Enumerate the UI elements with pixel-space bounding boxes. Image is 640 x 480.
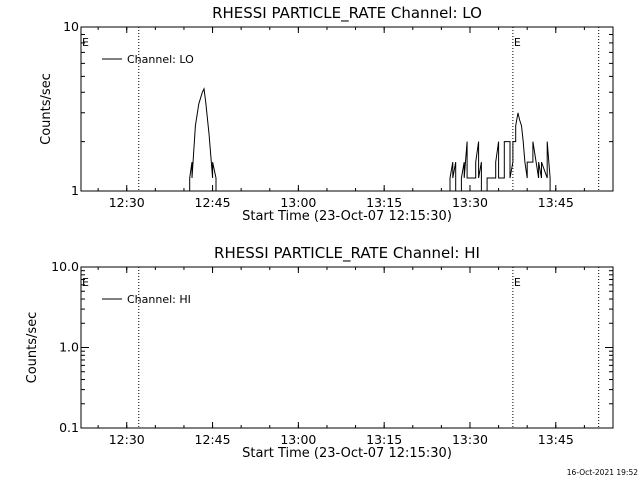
panel2-title: RHESSI PARTICLE_RATE Channel: HI <box>214 244 480 263</box>
panel1-edge-label: E <box>82 36 89 49</box>
panel2-x-tick-label: 12:30 <box>109 432 145 447</box>
panel1-x-tick-label: 13:45 <box>538 195 574 210</box>
timestamp: 16-Oct-2021 19:52 <box>566 468 638 477</box>
panel1-title: RHESSI PARTICLE_RATE Channel: LO <box>212 4 482 23</box>
panel2-y-tick-label: 0.1 <box>59 420 79 435</box>
panel1-x-tick-label: 12:45 <box>195 195 231 210</box>
panel1-y-tick-label: 10 <box>63 19 79 34</box>
panel2-edge-label: E <box>82 276 89 289</box>
panel2-y-tick-label: 10.0 <box>51 259 79 274</box>
panel1-x-tick-label: 13:30 <box>452 195 488 210</box>
panel2-legend-label: Channel: HI <box>127 293 191 306</box>
panel2-y-axis-label: Counts/sec <box>25 312 40 384</box>
panel2-x-tick-label: 13:00 <box>280 432 316 447</box>
panel2-plot-frame <box>80 266 614 429</box>
panel1-legend-label: Channel: LO <box>127 53 194 66</box>
panel2-y-tick-label: 1.0 <box>59 340 79 355</box>
panel1-x-tick-label: 12:30 <box>109 195 145 210</box>
panel1-y-tick-label: 1 <box>71 183 79 198</box>
panel2-x-tick-label: 13:15 <box>366 432 402 447</box>
panel2-x-tick-label: 12:45 <box>195 432 231 447</box>
panel1-x-tick-label: 13:00 <box>280 195 316 210</box>
panel2-x-axis-label: Start Time (23-Oct-07 12:15:30) <box>242 446 452 461</box>
panel2-x-tick-label: 13:45 <box>538 432 574 447</box>
panel2-x-tick-label: 13:30 <box>452 432 488 447</box>
panel2-marker-label: E <box>514 276 521 289</box>
panel1-x-tick-label: 13:15 <box>366 195 402 210</box>
panel1-series-line <box>189 87 551 192</box>
panel1-y-axis-label: Counts/sec <box>39 73 54 145</box>
panel1-plot-frame <box>80 26 614 192</box>
panel1-x-axis-label: Start Time (23-Oct-07 12:15:30) <box>242 209 452 224</box>
panel1-marker-label: E <box>514 36 521 49</box>
